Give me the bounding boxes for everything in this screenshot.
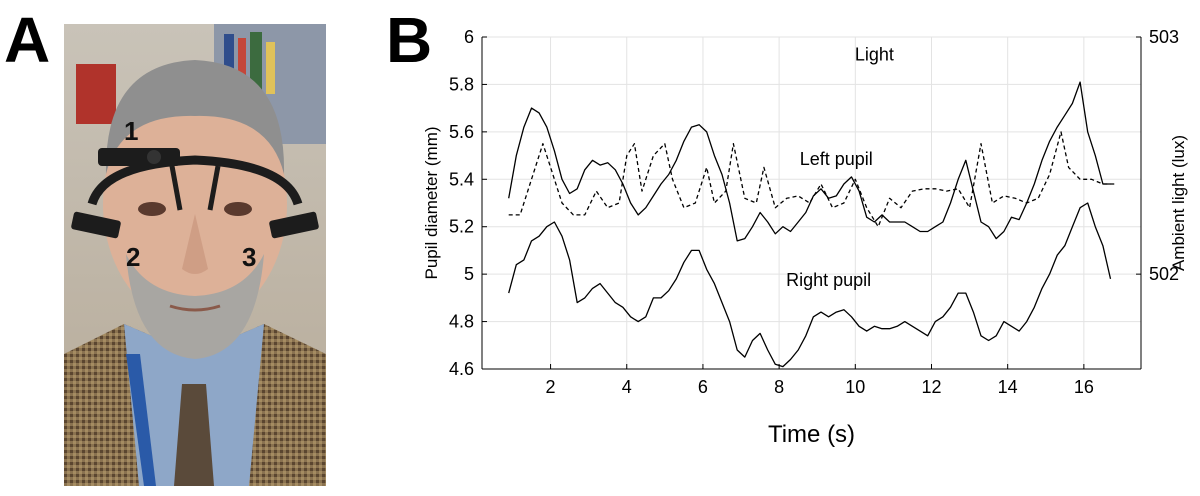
tie: [174, 384, 214, 486]
x-axis-label: Time (s): [768, 421, 855, 448]
hair: [105, 60, 285, 174]
series-label: Light: [855, 45, 894, 65]
nose-bridge: [169, 165, 221, 211]
axes: 2 4 6 8 10 12 14 16 4.6 4.8 5 5.2 5.4 5.6 5.8 6 502 503: [449, 27, 1179, 397]
left-eye: [138, 202, 166, 216]
lanyard: [126, 354, 156, 486]
x-tick-label: 10: [845, 377, 865, 397]
y-tick-label: 6: [464, 27, 474, 47]
x-tick-label: 2: [546, 377, 556, 397]
camera-label-1: 1: [124, 116, 138, 146]
x-tick-label: 6: [698, 377, 708, 397]
panel-a-label: A: [4, 4, 51, 76]
x-tick-label: 4: [622, 377, 632, 397]
y2-axis-label: Ambient light (lux): [1169, 135, 1188, 271]
series: Light Left pupil Right pupil: [508, 45, 1115, 368]
photo-illustration: 1 2 3: [64, 24, 326, 486]
book: [238, 38, 246, 94]
y-tick-label: 4.6: [449, 359, 474, 379]
y-tick-label: 5.6: [449, 122, 474, 142]
head: [103, 84, 287, 324]
right-eye-camera: [269, 211, 319, 239]
headset-photo: 1 2 3: [64, 24, 326, 486]
y2-tick-label: 503: [1149, 27, 1179, 47]
y-axis-label: Pupil diameter (mm): [422, 126, 441, 279]
nose: [182, 214, 208, 274]
left-eye-camera: [71, 211, 121, 239]
red-object: [76, 64, 116, 124]
right-eye: [224, 202, 252, 216]
x-tick-label: 8: [774, 377, 784, 397]
y-tick-label: 5: [464, 264, 474, 284]
grid: [482, 36, 1141, 370]
book: [224, 34, 234, 94]
headset-frame: [87, 155, 303, 206]
mouth: [169, 304, 221, 312]
book: [266, 42, 275, 94]
camera-label-3: 3: [242, 242, 256, 272]
series-label: Right pupil: [786, 270, 871, 290]
y-tick-label: 5.8: [449, 74, 474, 94]
beard: [126, 254, 264, 359]
y-tick-label: 4.8: [449, 312, 474, 332]
scene-camera: [98, 148, 180, 166]
series-right-pupil: [508, 202, 1112, 368]
x-tick-label: 14: [998, 377, 1018, 397]
scene-camera-lens: [147, 150, 161, 164]
x-tick-label: 12: [921, 377, 941, 397]
camera-label-2: 2: [126, 242, 140, 272]
book: [250, 32, 262, 94]
y-tick-label: 5.4: [449, 169, 474, 189]
panel-b-label: B: [386, 4, 433, 76]
series-label: Left pupil: [800, 149, 873, 169]
y2-tick-label: 502: [1149, 264, 1179, 284]
labels: Time (s) Pupil diameter (mm) Ambient lig…: [422, 126, 1188, 448]
series-light: [508, 131, 1115, 228]
x-tick-label: 16: [1074, 377, 1094, 397]
y-tick-label: 5.2: [449, 217, 474, 237]
series-left-pupil: [508, 81, 1111, 242]
